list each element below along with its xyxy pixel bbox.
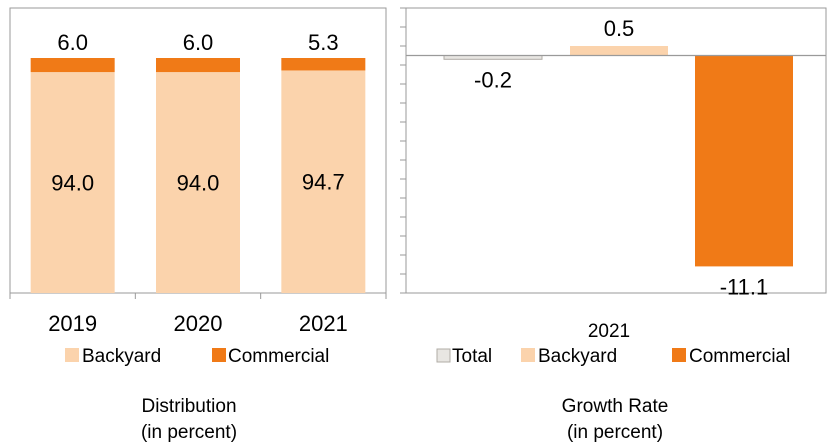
growth-plot-area [405, 7, 827, 294]
data-label-backyard-2020: 94.0 [177, 171, 220, 196]
growth-subtitle: (in percent) [567, 422, 663, 443]
legend-label-total: Total [452, 346, 492, 367]
distribution-category-labels: 2019 2020 2021 [48, 311, 348, 336]
legend-swatch-commercial [212, 348, 226, 362]
category-label-2019: 2019 [48, 311, 97, 336]
data-label-growth-backyard: 0.5 [604, 16, 635, 41]
legend-swatch-total [436, 348, 451, 363]
legend-label-commercial: Commercial [228, 346, 329, 367]
legend-swatch-backyard [65, 348, 79, 362]
data-label-backyard-2021: 94.7 [302, 170, 345, 195]
data-label-commercial-2021: 5.3 [308, 30, 339, 55]
category-label-2021: 2021 [299, 311, 348, 336]
distribution-data-labels: 94.0 6.0 94.0 6.0 94.7 5.3 [51, 30, 344, 196]
bar-commercial-2019 [30, 58, 115, 73]
growth-category-label: 2021 [588, 321, 630, 342]
category-label-2020: 2020 [174, 311, 223, 336]
data-label-growth-total: -0.2 [474, 67, 512, 92]
legend-label-growth-backyard: Backyard [538, 346, 617, 367]
growth-title: Growth Rate [562, 396, 669, 417]
distribution-bars [30, 58, 366, 293]
legend-swatch-growth-backyard [521, 348, 535, 362]
growth-rate-chart: -0.2 0.5 -11.1 2021 Total Backyard Commerc… [400, 7, 827, 443]
legend-label-backyard: Backyard [82, 346, 161, 367]
data-label-backyard-2019: 94.0 [51, 171, 94, 196]
bar-backyard-2020 [156, 72, 240, 293]
growth-bars [443, 46, 793, 267]
growth-y-ticks [400, 7, 406, 294]
distribution-x-ticks [9, 293, 387, 299]
data-label-growth-commercial: -11.1 [720, 274, 769, 299]
growth-data-labels: -0.2 0.5 -11.1 [474, 16, 768, 299]
distribution-chart: 94.0 6.0 94.0 6.0 94.7 5.3 2019 2020 2021 Backy… [9, 7, 387, 443]
data-label-commercial-2020: 6.0 [183, 30, 214, 55]
bar-growth-backyard [570, 46, 668, 56]
bar-commercial-2020 [156, 58, 240, 73]
bar-backyard-2019 [30, 72, 115, 293]
bar-commercial-2021 [281, 58, 366, 71]
legend-swatch-growth-commercial [672, 348, 686, 362]
distribution-title: Distribution [141, 396, 236, 417]
distribution-subtitle: (in percent) [141, 422, 237, 443]
legend-label-growth-commercial: Commercial [689, 346, 790, 367]
bar-growth-commercial [695, 55, 793, 267]
bar-backyard-2021 [281, 70, 366, 293]
data-label-commercial-2019: 6.0 [57, 30, 88, 55]
